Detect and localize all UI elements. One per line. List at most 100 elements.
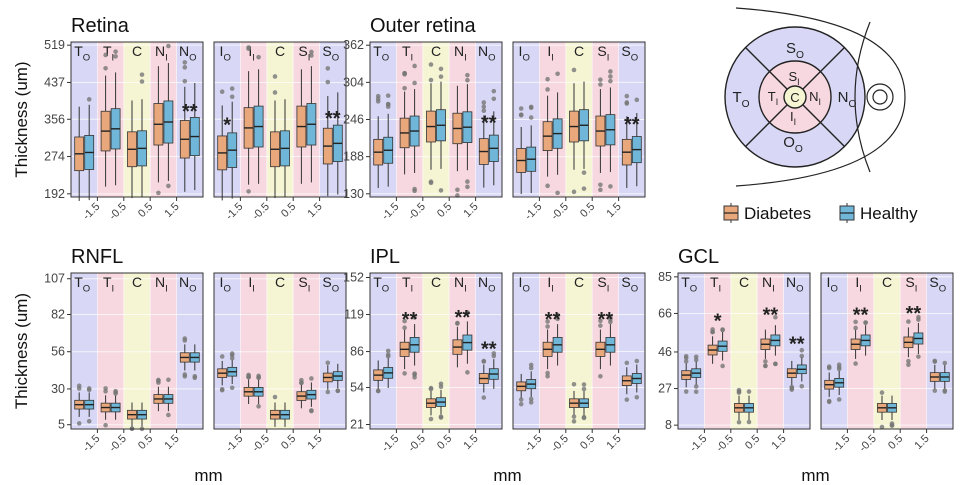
outlier-point: [853, 319, 858, 325]
significance-mark: *: [223, 115, 231, 137]
outlier-point: [763, 359, 768, 364]
outlier-point: [438, 66, 444, 72]
zone-label: SO: [929, 274, 946, 294]
outlier-point: [229, 94, 235, 100]
outlier-point: [906, 358, 911, 364]
zone-label: IO: [519, 43, 530, 63]
y-tick-label: 192: [44, 187, 65, 201]
outlier-point: [182, 372, 188, 377]
zone-label: II: [547, 274, 554, 294]
zone-letter: I: [547, 43, 551, 59]
zone-label: C: [882, 274, 892, 290]
x-tick-label: 1.5: [604, 433, 623, 452]
outlier-point: [309, 49, 314, 55]
outlier-point: [799, 347, 805, 353]
x-tick-label: -1.5: [81, 433, 103, 455]
zone-letter: S: [621, 43, 630, 59]
x-tick-label: 1.5: [461, 201, 480, 220]
zone-subscript: O: [796, 50, 804, 61]
zone-label: TO: [373, 43, 389, 63]
significance-mark: **: [906, 303, 922, 325]
zone-letter: S: [597, 274, 606, 290]
outlier-point: [325, 360, 331, 366]
zone-label: NO: [838, 89, 857, 110]
zone-subscript: I: [112, 52, 115, 63]
outlier-point: [555, 316, 560, 322]
zone-subscript: I: [772, 283, 775, 294]
zone-label: IO: [519, 274, 530, 294]
zone-letter: N: [454, 43, 464, 59]
outlier-point: [166, 43, 171, 49]
chart-title: IPL: [370, 246, 400, 268]
outlier-point: [863, 320, 868, 325]
x-tick-label: 1.5: [604, 201, 623, 220]
y-axis-label: Thickness (um): [12, 293, 31, 409]
zone-label: II: [248, 274, 255, 294]
zone-label: OO: [783, 134, 803, 155]
zone-subscript: I: [551, 283, 554, 294]
outlier-point: [581, 186, 587, 191]
zone-label: SO: [621, 274, 638, 294]
zone-letter: N: [786, 274, 796, 290]
zone-subscript: O: [488, 283, 495, 294]
zone-subscript: O: [332, 283, 339, 294]
zone-subscript: O: [631, 283, 638, 294]
zone-letter: S: [597, 43, 606, 59]
outlier-point: [634, 394, 640, 400]
zone-subscript: O: [795, 144, 803, 155]
x-tick-label: -0.5: [250, 433, 272, 455]
zone-label: SO: [786, 40, 804, 61]
outlier-point: [103, 66, 108, 71]
outlier-point: [879, 390, 885, 395]
x-tick-label: -0.5: [250, 201, 272, 223]
x-tick-label: -0.5: [549, 433, 571, 455]
zone-label: SI: [597, 274, 609, 294]
y-tick-label: 5: [58, 418, 65, 432]
outlier-point: [229, 351, 235, 356]
outlier-point: [103, 52, 108, 58]
zone-subscript: I: [411, 52, 414, 63]
outlier-point: [256, 404, 261, 409]
y-tick-label: 54: [350, 380, 364, 394]
outlier-point: [608, 317, 613, 322]
outlier-point: [581, 386, 587, 392]
zone-label: SI: [298, 274, 310, 294]
outlier-point: [272, 74, 278, 79]
zone-subscript: I: [252, 283, 255, 294]
y-tick-label: 21: [350, 418, 364, 432]
outlier-point: [481, 108, 487, 113]
outlier-point: [182, 65, 188, 70]
center-circle: [783, 85, 807, 109]
x-tick-label: -1.5: [523, 201, 545, 223]
outlier-point: [598, 182, 603, 188]
outlier-point: [385, 93, 391, 98]
zone-label: II: [547, 43, 554, 63]
significance-mark: **: [789, 334, 805, 356]
x-tick-label: -1.5: [523, 433, 545, 455]
zone-label: SI: [298, 43, 310, 63]
outlier-point: [412, 63, 417, 69]
outlier-point: [103, 422, 108, 428]
outlier-point: [438, 74, 444, 79]
legend-label: Diabetes: [744, 204, 811, 223]
outlier-point: [906, 362, 911, 368]
outlier-point: [693, 384, 699, 389]
optic-cup: [872, 89, 888, 105]
zone-letter: I: [248, 274, 252, 290]
zone-letter: C: [574, 274, 584, 290]
zone-label: TI: [103, 43, 114, 63]
significance-mark: **: [182, 101, 198, 123]
outlier-point: [309, 408, 314, 413]
zone-letter: T: [402, 43, 411, 59]
zone-label: II: [248, 43, 255, 63]
outlier-point: [219, 89, 225, 95]
zone-letter: N: [454, 274, 464, 290]
y-axis-label: Thickness (um): [12, 61, 31, 177]
zone-label: SI: [905, 274, 917, 294]
outlier-point: [192, 375, 198, 381]
zone-label: II: [855, 274, 862, 294]
zone-subscript: O: [796, 283, 803, 294]
x-tick-label: -1.5: [224, 201, 246, 223]
zone-label: C: [132, 43, 142, 59]
outlier-point: [385, 102, 391, 107]
